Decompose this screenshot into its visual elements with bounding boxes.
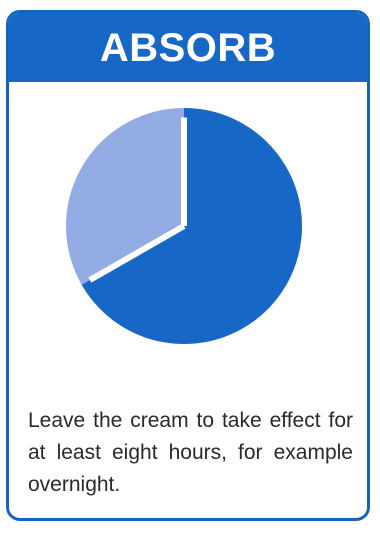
pie-filled-slice [81, 108, 303, 344]
card-caption: Leave the cream to take effect for at le… [28, 409, 353, 496]
card-header: ABSORB [9, 13, 367, 82]
pie-divider-hand-angled [88, 223, 186, 283]
instruction-card: ABSORB Leave the cream to take effect fo… [6, 10, 370, 521]
clock-pie-icon [66, 108, 303, 344]
card-title: ABSORB [99, 25, 277, 70]
